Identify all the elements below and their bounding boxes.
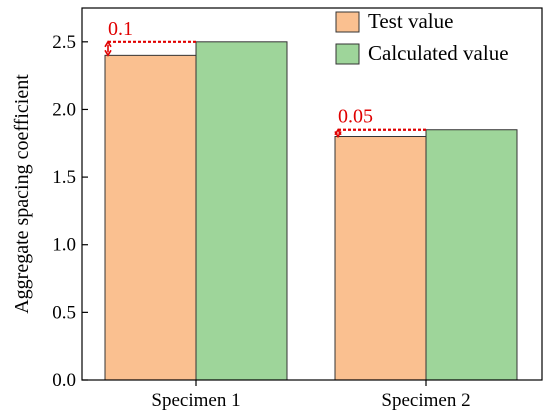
x-tick-label: Specimen 1 [151, 390, 240, 411]
x-tick-label: Specimen 2 [381, 390, 470, 411]
legend-swatch [335, 43, 360, 65]
bar-test-1 [104, 54, 197, 381]
y-tick-label: 0.5 [52, 302, 76, 323]
legend-label: Test value [368, 9, 453, 33]
annotations-layer: 0.1 0.05 [104, 18, 426, 139]
legend-swatch [335, 11, 360, 33]
arrow-head-up [104, 40, 112, 48]
legend-label: Calculated value [368, 41, 509, 65]
plot-frame [81, 7, 543, 381]
y-tick-label: 0.0 [52, 370, 76, 391]
difference-label: 0.05 [338, 106, 373, 128]
y-axis-title: Aggregate spacing coefficient [11, 74, 33, 314]
y-axis-ticks: 0.0 0.5 1.0 1.5 2.0 2.5 [52, 32, 88, 391]
y-tick-label: 2.0 [52, 99, 76, 120]
legend: Test value Calculated value [335, 9, 509, 65]
bar-calculated-2 [425, 129, 518, 381]
y-tick-label: 1.5 [52, 167, 76, 188]
y-tick-label: 1.0 [52, 235, 76, 256]
bar-calculated-1 [195, 41, 288, 381]
arrow-head-down [104, 49, 112, 57]
x-axis-ticks: Specimen 1 Specimen 2 [151, 380, 471, 411]
difference-label: 0.1 [108, 18, 133, 40]
y-tick-label: 2.5 [52, 32, 76, 53]
arrow-head-down [334, 131, 342, 139]
bars-layer [104, 41, 518, 381]
bar-test-2 [334, 136, 427, 381]
